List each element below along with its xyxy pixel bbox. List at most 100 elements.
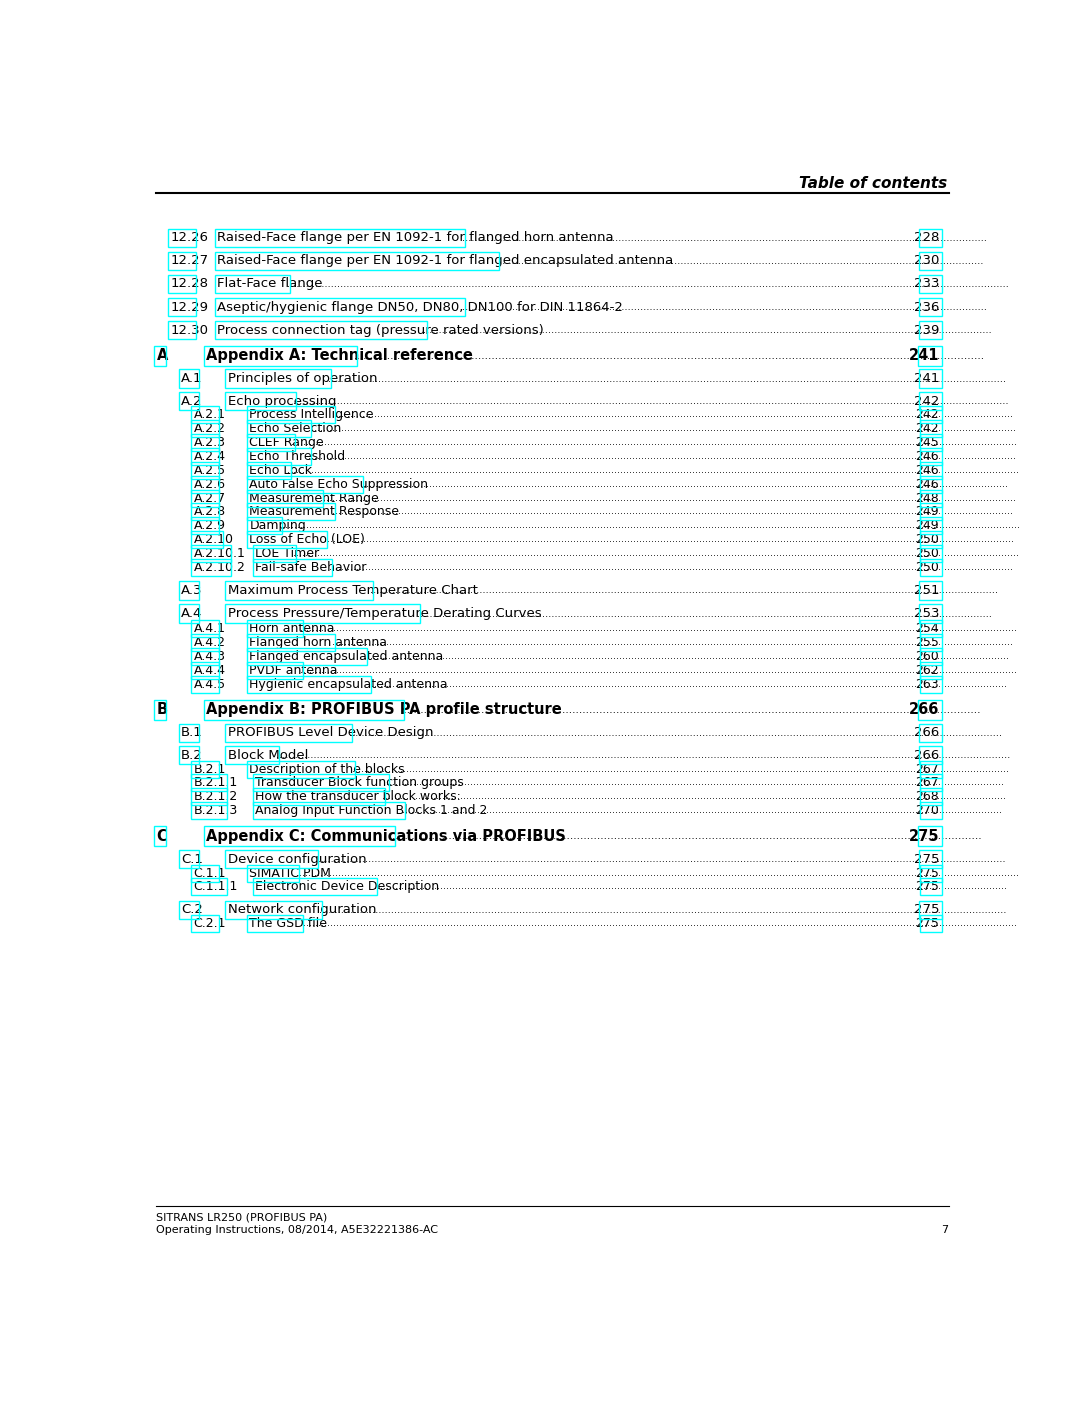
Bar: [154, 699, 166, 720]
Text: ................................................................................: ........................................…: [353, 765, 1009, 774]
Bar: [252, 802, 405, 819]
Text: ................................................................................: ........................................…: [291, 438, 1018, 446]
Text: 242: 242: [915, 423, 939, 435]
Text: PROFIBUS Level Device Design: PROFIBUS Level Device Design: [227, 726, 433, 740]
Text: ................................................................................: ........................................…: [332, 639, 1013, 647]
Text: C: C: [156, 828, 167, 844]
Text: Process connection tag (pressure rated versions): Process connection tag (pressure rated v…: [217, 324, 543, 337]
Bar: [247, 476, 363, 493]
Text: ................................................................................: ........................................…: [287, 279, 1009, 289]
Text: A.4.5: A.4.5: [194, 678, 225, 691]
Bar: [191, 490, 219, 507]
Text: ................................................................................: ........................................…: [349, 727, 1001, 739]
Bar: [247, 517, 282, 535]
Text: Echo Lock: Echo Lock: [249, 463, 313, 477]
Text: A.2.5: A.2.5: [194, 463, 225, 477]
Bar: [225, 849, 318, 869]
Bar: [191, 635, 219, 651]
Text: 266: 266: [914, 726, 939, 740]
Bar: [920, 322, 941, 340]
Text: 270: 270: [915, 804, 939, 817]
Bar: [225, 604, 420, 623]
Bar: [252, 559, 332, 576]
Text: Loss of Echo (LOE): Loss of Echo (LOE): [249, 534, 365, 546]
Bar: [215, 229, 465, 247]
Bar: [191, 517, 219, 535]
Text: 246: 246: [915, 463, 939, 477]
Text: Horn antenna: Horn antenna: [249, 622, 335, 636]
Bar: [225, 369, 331, 388]
Bar: [921, 879, 941, 896]
Text: Raised-Face flange per EN 1092-1 for flanged horn antenna: Raised-Face flange per EN 1092-1 for fla…: [217, 232, 613, 244]
Text: 275: 275: [909, 828, 939, 844]
Text: 12.28: 12.28: [170, 278, 208, 291]
Bar: [921, 490, 941, 507]
Text: 275: 275: [914, 852, 939, 866]
Text: 249: 249: [915, 519, 939, 532]
Bar: [247, 621, 303, 637]
Text: Network configuration: Network configuration: [227, 904, 376, 917]
Text: ................................................................................: ........................................…: [276, 750, 1011, 760]
Text: B.2.1.1: B.2.1.1: [194, 776, 238, 789]
Bar: [247, 434, 294, 451]
Text: Flat-Face flange: Flat-Face flange: [217, 278, 322, 291]
Bar: [921, 802, 941, 819]
Bar: [921, 420, 941, 437]
Bar: [252, 775, 389, 792]
Bar: [191, 531, 222, 548]
Bar: [191, 545, 231, 562]
Text: A.2.9: A.2.9: [194, 519, 225, 532]
Text: 241: 241: [909, 348, 939, 364]
Text: 250: 250: [915, 534, 939, 546]
Text: A.2.10: A.2.10: [194, 534, 234, 546]
Text: 12.26: 12.26: [170, 232, 208, 244]
Text: B.2.1.2: B.2.1.2: [194, 790, 238, 803]
Text: A.1: A.1: [181, 372, 203, 385]
Bar: [225, 581, 373, 600]
Bar: [215, 251, 499, 270]
Bar: [921, 462, 941, 479]
Bar: [204, 699, 404, 720]
Text: 228: 228: [914, 232, 939, 244]
Bar: [179, 392, 198, 410]
Text: A.2.1: A.2.1: [194, 409, 225, 421]
Text: Process Intelligence: Process Intelligence: [249, 409, 374, 421]
Text: 275: 275: [914, 904, 939, 917]
Bar: [921, 775, 941, 792]
Text: Hygienic encapsulated antenna: Hygienic encapsulated antenna: [249, 678, 448, 691]
Text: 12.29: 12.29: [170, 300, 208, 313]
Bar: [921, 517, 941, 535]
Bar: [920, 392, 941, 410]
Text: Measurement Response: Measurement Response: [249, 505, 400, 518]
Bar: [191, 434, 219, 451]
Bar: [921, 621, 941, 637]
Bar: [252, 545, 296, 562]
Bar: [154, 345, 166, 365]
Bar: [179, 746, 198, 764]
Bar: [191, 802, 226, 819]
Text: ................................................................................: ........................................…: [424, 326, 992, 336]
Text: 266: 266: [914, 748, 939, 762]
Text: Appendix B: PROFIBUS PA profile structure: Appendix B: PROFIBUS PA profile structur…: [206, 702, 562, 717]
Text: Flanged encapsulated antenna: Flanged encapsulated antenna: [249, 650, 444, 663]
Text: ................................................................................: ........................................…: [374, 882, 1007, 892]
Bar: [225, 392, 296, 410]
Bar: [918, 345, 941, 365]
Text: 268: 268: [915, 790, 939, 803]
Bar: [918, 826, 941, 847]
Text: Damping: Damping: [249, 519, 306, 532]
Bar: [921, 448, 941, 465]
Text: A.2.4: A.2.4: [194, 449, 225, 463]
Bar: [247, 406, 335, 424]
Text: B.2.1.3: B.2.1.3: [194, 804, 238, 817]
Text: ................................................................................: ........................................…: [307, 424, 1015, 434]
Bar: [921, 675, 941, 692]
Bar: [191, 663, 219, 680]
Bar: [191, 406, 219, 424]
Text: ................................................................................: ........................................…: [328, 373, 1006, 383]
Text: ................................................................................: ........................................…: [320, 494, 1015, 503]
Text: 246: 246: [915, 449, 939, 463]
Text: ................................................................................: ........................................…: [382, 792, 1006, 802]
Text: A.2.10.1: A.2.10.1: [194, 548, 246, 560]
Text: 242: 242: [915, 409, 939, 421]
